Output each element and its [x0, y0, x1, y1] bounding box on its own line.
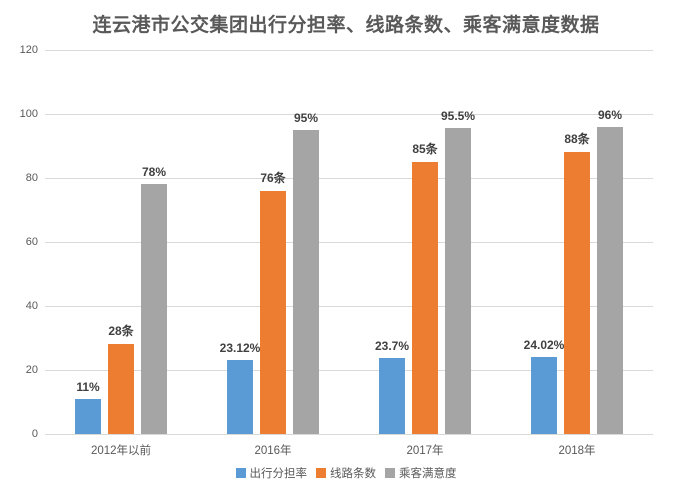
plot-area: 11% 28条 78% 23.12% 76条 95% 23.7% 85条 95.5% 24.02%… — [45, 49, 653, 435]
legend-swatch-icon — [385, 468, 395, 478]
data-label: 76条 — [260, 170, 286, 185]
y-tick-label-20: 20 — [25, 364, 38, 376]
bar-slot: 88条 — [564, 50, 590, 434]
bar-slot: 85条 — [412, 50, 438, 434]
data-label: 85条 — [412, 142, 438, 156]
data-label: 23.12% — [219, 341, 261, 356]
bar-乘客满意度 — [141, 184, 167, 434]
bar-groups: 11% 28条 78% 23.12% 76条 95% 23.7% 85条 95.5% 24.02%… — [45, 50, 653, 434]
x-category-label-2: 2016年 — [254, 445, 292, 457]
x-axis: 2012年以前 2016年 2017年 2018年 — [45, 442, 653, 458]
bar-出行分担率 — [531, 357, 557, 434]
y-tick-label-40: 40 — [25, 300, 38, 312]
y-tick-label-80: 80 — [25, 172, 38, 184]
bar-slot: 96% — [597, 50, 623, 434]
gridline-120 — [45, 49, 653, 51]
bar-slot: 95% — [293, 50, 319, 434]
bar-slot: 28条 — [108, 50, 134, 434]
bar-出行分担率 — [227, 360, 253, 434]
gridline-40 — [45, 305, 653, 307]
legend-label: 乘客满意度 — [399, 468, 457, 480]
bar-group-1: 11% 28条 78% — [45, 50, 197, 434]
y-axis: 0 20 40 60 80 100 120 — [0, 45, 38, 440]
bar-乘客满意度 — [293, 130, 319, 434]
bar-slot: 78% — [141, 50, 167, 434]
legend-label: 出行分担率 — [249, 468, 308, 480]
bar-线路条数 — [108, 344, 134, 434]
data-label: 78% — [141, 165, 167, 180]
legend-label: 线路条数 — [330, 468, 376, 480]
bar-线路条数 — [260, 190, 286, 434]
x-category-label-1: 2012年以前 — [90, 445, 152, 457]
y-tick-label-100: 100 — [19, 108, 38, 120]
y-tick-label-60: 60 — [25, 236, 38, 248]
legend-item-出行分担率: 出行分担率 — [235, 465, 308, 481]
legend-item-线路条数: 线路条数 — [316, 465, 376, 481]
bar-乘客满意度 — [445, 128, 471, 434]
data-label: 95.5% — [440, 109, 476, 124]
bar-乘客满意度 — [597, 126, 623, 434]
x-category-label-3: 2017年 — [406, 445, 444, 457]
legend: 出行分担率 线路条数 乘客满意度 — [0, 465, 692, 481]
legend-swatch-icon — [235, 468, 246, 478]
bar-group-2: 23.12% 76条 95% — [197, 50, 349, 434]
bar-group-3: 23.7% 85条 95.5% — [349, 50, 501, 434]
legend-item-乘客满意度: 乘客满意度 — [385, 465, 457, 481]
gridline-60 — [45, 241, 653, 243]
y-tick-label-0: 0 — [31, 428, 38, 440]
data-label: 88条 — [564, 132, 590, 147]
x-category-label-4: 2018年 — [558, 445, 596, 457]
chart-title: 连云港市公交集团出行分担率、线路条数、乘客满意度数据 — [92, 15, 600, 36]
gridline-20 — [45, 369, 653, 371]
gridline-100 — [45, 113, 653, 115]
gridline-80 — [45, 177, 653, 179]
data-label: 28条 — [108, 324, 134, 339]
bar-slot: 23.12% — [220, 50, 260, 434]
legend-swatch-icon — [316, 468, 326, 478]
data-label: 96% — [597, 107, 623, 122]
bar-slot: 76条 — [260, 50, 286, 434]
bar-group-4: 24.02% 88条 96% — [501, 50, 653, 434]
y-tick-label-120: 120 — [19, 44, 38, 56]
data-label: 95% — [293, 111, 319, 125]
bar-slot: 23.7% — [375, 50, 409, 434]
bar-出行分担率 — [379, 358, 405, 434]
bar-slot: 11% — [75, 50, 101, 434]
bar-出行分担率 — [75, 398, 101, 434]
gridline-0 — [45, 433, 653, 435]
data-label: 24.02% — [523, 338, 565, 353]
bar-slot: 95.5% — [441, 50, 475, 434]
data-label: 23.7% — [374, 339, 410, 354]
bar-slot: 24.02% — [524, 50, 564, 434]
bar-线路条数 — [564, 152, 590, 434]
data-label: 11% — [76, 379, 100, 394]
bar-线路条数 — [412, 162, 438, 434]
